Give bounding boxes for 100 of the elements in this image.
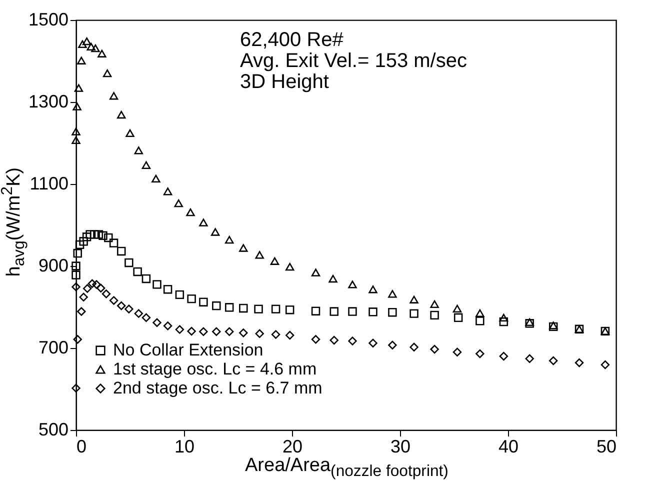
point [186,208,195,216]
point [86,230,94,239]
x-tick-label: 40 [498,436,519,456]
point [285,262,294,271]
point [271,304,280,314]
legend-label: No Collar Extension [113,340,264,360]
point [476,316,484,326]
point [270,257,280,265]
point [549,356,558,366]
point [72,270,80,280]
point [476,309,484,318]
point [199,298,208,306]
point [499,314,508,322]
point [499,317,508,326]
point [109,238,118,248]
point [410,342,418,352]
point [152,318,162,327]
point [134,146,143,154]
point [225,236,234,244]
point [152,280,162,289]
point [74,84,84,92]
point [499,352,508,361]
point [212,301,221,310]
point [388,340,397,350]
y-tick-label: 1100 [30,174,68,194]
point [117,301,126,310]
point [255,329,264,338]
point [175,325,184,334]
point [102,69,112,78]
y-tick-label: 500 [38,420,68,440]
point [285,306,294,314]
point [117,246,126,256]
point [72,136,80,144]
y-tick-label: 700 [38,338,68,358]
point [152,174,160,183]
point [75,240,84,250]
point [212,327,221,336]
point [225,303,234,312]
x-tick-label: 20 [282,436,303,456]
point [199,327,208,336]
point [574,358,584,368]
point [134,309,143,318]
point [388,290,397,298]
x-tick-label: 50 [596,436,616,456]
point [174,199,183,208]
point [430,300,439,308]
point [348,280,357,288]
point [91,44,100,52]
point [79,237,88,246]
point [98,50,106,58]
y-tick-label: 1300 [28,92,68,112]
point [163,322,172,330]
point [452,348,462,356]
point [117,110,126,119]
point [476,349,484,358]
point [549,322,558,332]
y-tick-label: 900 [38,256,68,276]
x-tick-label: 30 [390,436,411,456]
point [311,335,320,344]
point [549,322,558,330]
annotation: Avg. Exit Vel.= 153 m/sec [240,50,467,72]
point [142,313,151,322]
point [109,296,118,305]
x-tick-label: 10 [174,436,195,456]
point [452,304,462,312]
point [239,244,248,252]
point [98,231,108,240]
point [104,233,113,242]
point [311,268,320,276]
point [525,354,534,364]
point [175,290,184,300]
point [600,360,610,370]
point [271,330,280,339]
point [285,330,294,340]
point [86,42,96,51]
point [102,290,111,298]
x-axis-title: Area/Area$_{(nozzle footprint)}$ [245,455,448,482]
point [73,248,82,258]
point [410,309,418,318]
point [225,327,234,336]
point [187,326,196,336]
point [328,274,338,283]
point [124,258,134,268]
point [77,307,86,316]
point [82,232,92,242]
point [254,304,263,314]
point [199,218,208,226]
point [72,128,80,136]
point [255,251,264,259]
point [78,40,87,48]
point [82,37,92,46]
point [88,279,97,288]
point [77,56,86,64]
point [368,286,378,294]
y-tick-label: 1500 [28,10,68,30]
point [348,307,357,316]
point [72,262,80,270]
point [82,284,92,293]
point [330,307,338,316]
point [454,313,463,322]
